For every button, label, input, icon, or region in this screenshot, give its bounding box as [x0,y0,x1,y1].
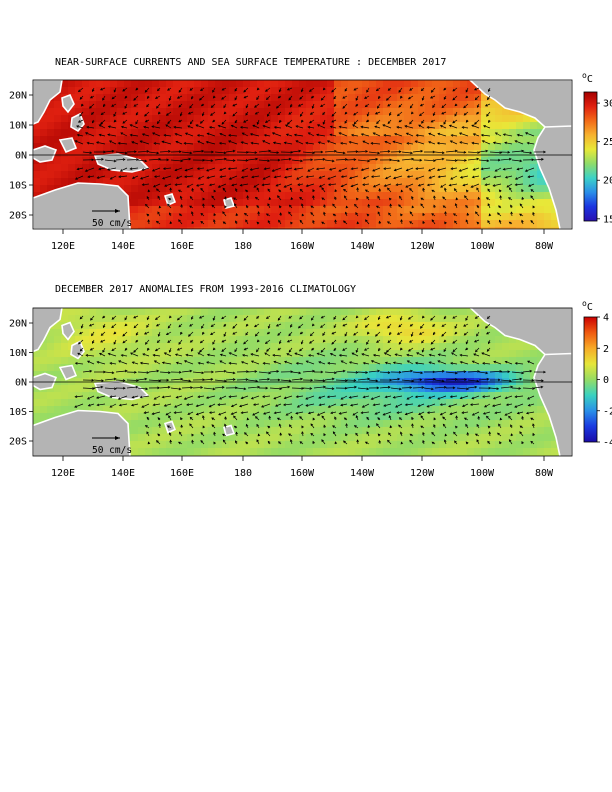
panel-2-colorbar: oC 4 2 0 -2 -4 [582,299,612,449]
lat-tick-label: 20N [9,91,27,102]
lon-tick-label: 160E [170,468,194,479]
land-shape [33,145,58,163]
lon-tick-label: 180 [234,241,252,252]
lat-tick-label: 10S [9,407,27,418]
lat-tick-label: 20S [9,437,27,448]
lon-tick-label: 120E [51,241,75,252]
panel-2-title: DECEMBER 2017 ANOMALIES FROM 1993-2016 C… [55,284,356,295]
land-shape [58,364,78,381]
land-shape [33,80,63,125]
panel-2-colorbar-unit: oC [582,299,593,313]
land-shape [33,308,63,353]
panel-1-frame [32,79,573,230]
panel-2-scale-label: 50 cm/s [92,445,132,456]
lat-tick-label: 10S [9,181,27,192]
land-shape [61,321,75,341]
land-shape [58,137,78,154]
lat-tick-label: 20N [9,319,27,330]
panel-1-colorbar: oC 30 25 20 15 [582,71,612,225]
lon-tick-label: 80W [535,468,554,479]
panel-1-colorbar-ticks: 30 25 20 15 [597,99,612,225]
colorbar-tick-label: 15 [603,214,612,225]
panel-1-scale-label: 50 cm/s [92,218,132,229]
land-shape [61,93,75,114]
panel-2-latitude-ticks: 20N 10N 0N 10S 20S [9,319,33,448]
panel-1-colorbar-unit: oC [582,71,593,85]
colorbar-tick-label: 25 [603,137,612,148]
lon-tick-label: 140W [350,241,375,252]
lon-tick-label: 140E [111,241,135,252]
land-shape [223,197,236,209]
land-shape [469,308,572,359]
land-shape [533,352,572,456]
panel-2-longitude-ticks: 120E 140E 160E 180 160W 140W 120W 100W 80W [51,456,554,479]
lon-tick-label: 100W [470,468,495,479]
land-shape [33,372,58,391]
land-shape [468,80,572,131]
panel-2-colorbar-ticks: 4 2 0 -2 -4 [597,313,612,449]
panel-1-colorbar-ramp [583,91,598,222]
lon-tick-label: 180 [234,468,252,479]
land-shape [33,182,131,229]
lon-tick-label: 160W [290,241,315,252]
colorbar-tick-label: -4 [603,438,612,449]
land-shape [33,409,131,456]
panel-1-scale-key: 50 cm/s [92,209,132,229]
panel-1-latitude-ticks: 20N 10N 0N 10S 20S [9,91,33,222]
colorbar-tick-label: 2 [603,344,609,355]
lon-tick-label: 140E [111,468,135,479]
lat-tick-label: 0N [15,151,27,162]
panel-2-scale-key: 50 cm/s [92,436,132,456]
lon-tick-label: 120W [410,241,435,252]
colorbar-tick-label: 0 [603,375,609,386]
colorbar-tick-label: -2 [603,406,612,417]
lon-tick-label: 140W [350,468,375,479]
colorbar-tick-label: 30 [603,99,612,110]
panel-2-colorbar-ramp [583,316,598,443]
lat-tick-label: 0N [15,378,27,389]
lon-tick-label: 80W [535,241,554,252]
lon-tick-label: 120W [410,468,435,479]
panel-1-longitude-ticks: 120E 140E 160E 180 160W 140W 120W 100W 80W [51,229,554,252]
colorbar-tick-label: 20 [603,176,612,187]
panel-1-current-vectors [74,87,547,225]
panel-1-map [33,80,572,229]
lon-tick-label: 160W [290,468,315,479]
lon-tick-label: 100W [470,241,495,252]
lon-tick-label: 160E [170,241,194,252]
panel-2-current-vectors [74,315,547,445]
land-shape [223,424,236,437]
lat-tick-label: 10N [9,121,27,132]
lon-tick-label: 120E [51,468,75,479]
panel-2-map [33,308,572,456]
lat-tick-label: 10N [9,348,27,359]
panel-1-title: NEAR-SURFACE CURRENTS AND SEA SURFACE TE… [55,57,446,68]
colorbar-tick-label: 4 [603,313,609,324]
lat-tick-label: 20S [9,211,27,222]
